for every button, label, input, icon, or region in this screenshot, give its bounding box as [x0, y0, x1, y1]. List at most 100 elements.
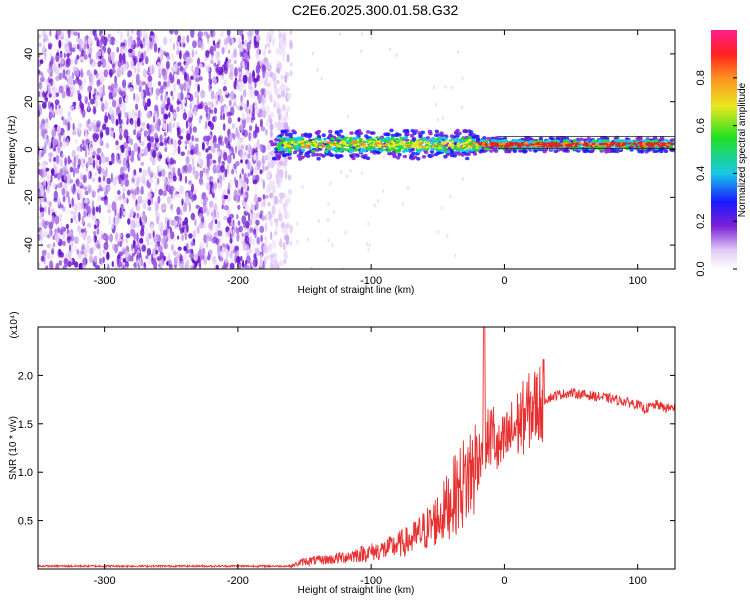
chart-title: C2E6.2025.300.01.58.G32 — [291, 2, 459, 18]
noise-speckle — [264, 165, 269, 171]
noise-speckle — [115, 144, 120, 151]
noise-speckle — [196, 95, 200, 105]
band-halo — [336, 133, 342, 137]
band-core — [495, 144, 500, 147]
noise-speckle — [195, 143, 199, 151]
noise-speckle — [76, 67, 80, 78]
noise-speckle — [237, 131, 240, 140]
noise-speckle — [134, 248, 137, 255]
noise-speckle — [96, 227, 100, 235]
noise-speckle — [221, 246, 225, 254]
noise-speckle — [83, 186, 88, 191]
noise-speckle — [63, 47, 67, 53]
band-core — [443, 146, 447, 149]
noise-speckle — [289, 61, 293, 67]
band-halo — [453, 131, 459, 135]
band-mid — [301, 148, 306, 152]
noise-speckle — [101, 234, 107, 240]
noise-speckle — [289, 30, 292, 36]
noise-speckle — [60, 158, 63, 168]
noise-speckle — [148, 40, 153, 51]
noise-speckle — [236, 105, 241, 110]
band-core — [382, 147, 387, 150]
noise-speckle — [48, 157, 52, 163]
noise-speckle — [276, 63, 280, 70]
noise-speckle — [268, 79, 272, 89]
noise-speckle — [146, 248, 152, 256]
band-halo — [465, 156, 470, 161]
noise-speckle — [56, 196, 61, 206]
noise-speckle — [67, 261, 72, 268]
noise-speckle — [176, 193, 181, 198]
noise-speckle — [55, 108, 59, 115]
noise-speckle — [116, 46, 119, 53]
noise-speckle — [162, 190, 167, 197]
noise-speckle — [236, 195, 239, 204]
noise-speckle — [176, 127, 182, 136]
noise-speckle — [289, 224, 293, 234]
noise-speckle — [163, 242, 168, 250]
noise-speckle — [129, 39, 135, 50]
band-halo — [468, 130, 474, 134]
noise-speckle — [84, 148, 88, 158]
band-halo — [392, 154, 397, 159]
noise-speckle — [231, 168, 235, 175]
band-mid — [430, 147, 435, 151]
snr-panel: -300 -200 -100 0 100 0.51.01.52.0 Height of … — [8, 311, 676, 596]
band-core — [547, 142, 551, 145]
noise-speckle — [168, 122, 172, 133]
noise-speckle — [189, 253, 194, 259]
noise-speckle — [249, 218, 253, 226]
noise-speckle — [208, 222, 213, 229]
noise-speckle — [40, 255, 45, 262]
snr-y-multiplier: (x10⁴) — [9, 311, 20, 338]
noise-speckle — [269, 30, 274, 36]
band-core — [387, 141, 391, 144]
noise-speckle — [243, 52, 249, 61]
band-core — [311, 140, 316, 143]
noise-speckle — [41, 197, 44, 203]
noise-speckle — [136, 243, 141, 248]
noise-speckle — [235, 180, 238, 188]
noise-speckle — [122, 45, 126, 54]
snr-series-line — [38, 327, 675, 569]
band-mid — [430, 140, 434, 143]
noise-speckle — [199, 115, 203, 120]
noise-speckle — [220, 114, 223, 121]
noise-speckle — [205, 182, 211, 191]
noise-speckle — [211, 236, 217, 244]
noise-speckle — [89, 30, 93, 36]
noise-speckle — [105, 142, 110, 149]
noise-speckle — [138, 80, 143, 90]
band-mid — [485, 147, 490, 151]
noise-speckle — [228, 49, 230, 54]
noise-speckle — [232, 101, 237, 108]
band-core — [559, 144, 564, 147]
noise-speckle — [87, 184, 92, 192]
noise-speckle — [158, 154, 163, 159]
noise-speckle — [174, 219, 178, 226]
noise-speckle — [344, 230, 347, 235]
noise-speckle — [53, 197, 58, 202]
noise-speckle — [78, 181, 84, 187]
noise-speckle — [142, 37, 145, 43]
band-halo — [328, 129, 333, 134]
noise-speckle — [170, 138, 174, 145]
noise-speckle — [245, 106, 250, 115]
noise-speckle — [264, 56, 267, 63]
noise-speckle — [183, 82, 187, 92]
noise-speckle — [198, 40, 203, 48]
band-core — [356, 145, 360, 148]
noise-speckle — [73, 185, 76, 193]
noise-speckle — [140, 257, 143, 267]
noise-speckle — [209, 200, 214, 208]
noise-speckle — [119, 166, 124, 176]
noise-speckle — [126, 198, 129, 204]
noise-speckle — [129, 208, 134, 218]
band-core — [505, 142, 510, 145]
noise-speckle — [272, 193, 275, 202]
noise-speckle — [270, 231, 273, 240]
noise-speckle — [119, 213, 122, 219]
noise-speckle — [263, 244, 268, 253]
